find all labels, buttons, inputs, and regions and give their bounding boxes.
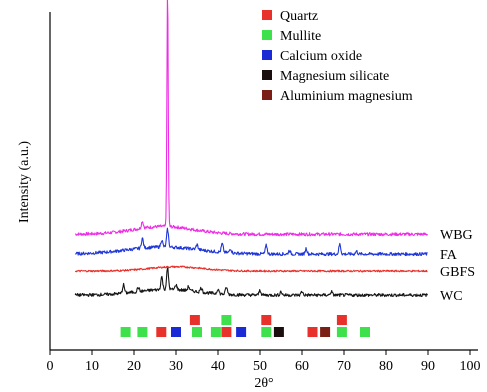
legend-swatch: [262, 30, 272, 40]
phase-marker: [171, 327, 181, 337]
legend-swatch: [262, 50, 272, 60]
x-tick-label: 80: [379, 359, 393, 374]
series-line-wc: [74, 267, 428, 298]
legend-label: Calcium oxide: [280, 49, 362, 64]
series-label-wc: WC: [440, 289, 463, 304]
phase-marker: [261, 315, 272, 325]
x-ticks: 0 10 20 30 40 50 60 70 80 90 100: [47, 350, 481, 374]
series-group: [74, 0, 428, 298]
x-tick-label: 50: [253, 359, 267, 374]
phase-marker: [336, 315, 347, 325]
legend-swatch: [262, 70, 272, 80]
x-tick-label: 10: [85, 359, 99, 374]
x-tick-label: 70: [337, 359, 351, 374]
x-tick-label: 0: [47, 359, 54, 374]
x-tick-label: 100: [460, 359, 481, 374]
legend-label: Quartz: [280, 9, 318, 24]
series-label-gbfs: GBFS: [440, 265, 475, 280]
series-label-wbg: WBG: [440, 228, 473, 243]
phase-marker: [360, 327, 370, 337]
phase-marker: [320, 327, 331, 337]
legend: Quartz Mullite Calcium oxide Magnesium sili…: [262, 9, 413, 104]
legend-label: Aluminium magnesium: [280, 89, 413, 104]
x-tick-label: 40: [211, 359, 225, 374]
y-axis-label: Intensity (a.u.): [17, 141, 32, 223]
x-tick-label: 90: [421, 359, 435, 374]
legend-swatch: [262, 90, 272, 100]
phase-marker: [336, 327, 347, 337]
phase-marker: [221, 327, 232, 337]
series-line-wbg: [74, 0, 428, 237]
phase-marker: [120, 327, 131, 337]
phase-marker: [273, 327, 284, 337]
phase-markers: [120, 315, 370, 337]
phase-marker: [156, 327, 167, 337]
phase-marker: [210, 327, 221, 337]
x-tick-label: 30: [169, 359, 183, 374]
legend-label: Magnesium silicate: [280, 69, 389, 84]
series-label-fa: FA: [440, 248, 458, 263]
x-tick-label: 60: [295, 359, 309, 374]
phase-marker: [192, 327, 202, 337]
series-line-gbfs: [74, 265, 428, 273]
phase-marker: [307, 327, 318, 337]
x-axis-label: 2θ°: [254, 376, 273, 391]
x-tick-label: 20: [127, 359, 141, 374]
phase-marker: [261, 327, 272, 337]
series-line-fa: [74, 227, 428, 257]
legend-swatch: [262, 10, 272, 20]
legend-label: Mullite: [280, 29, 321, 44]
phase-marker: [137, 327, 148, 337]
phase-marker: [221, 315, 232, 325]
series-labels: WBG FA GBFS WC: [440, 228, 475, 304]
phase-marker: [236, 327, 247, 337]
phase-marker: [189, 315, 200, 325]
